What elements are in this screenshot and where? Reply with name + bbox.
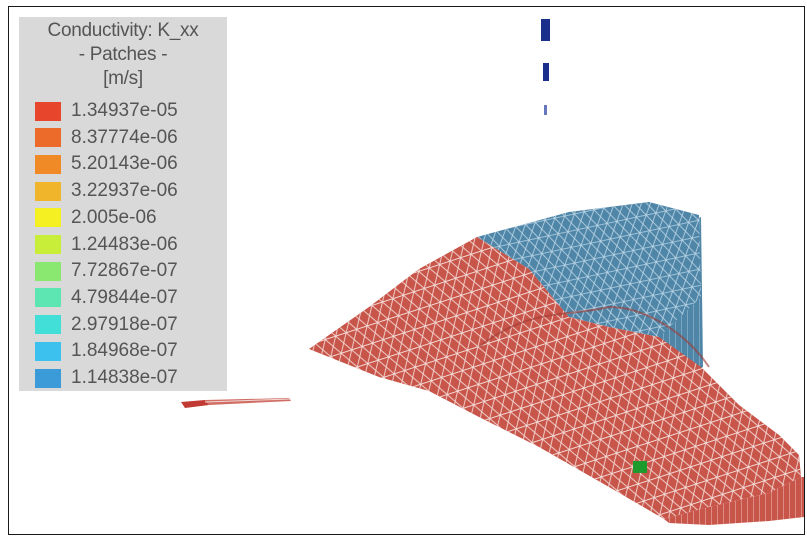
- legend-swatch: [35, 101, 61, 121]
- legend-value-label: 5.20143e-06: [71, 153, 178, 175]
- legend-units: [m/s]: [103, 68, 143, 89]
- color-legend: Conductivity: K_xx - Patches - [m/s] 1.3…: [19, 17, 227, 391]
- legend-value-label: 2.97918e-07: [71, 313, 178, 335]
- red-patch-surface[interactable]: [309, 237, 801, 519]
- legend-swatch: [35, 288, 61, 308]
- green-probe-marker[interactable]: [633, 461, 647, 473]
- legend-value-label: 3.22937e-06: [71, 180, 178, 202]
- legend-swatch: [35, 368, 61, 388]
- legend-swatch: [35, 235, 61, 254]
- legend-entry: 7.72867e-07: [35, 258, 178, 284]
- legend-subtitle: - Patches -: [78, 44, 168, 65]
- legend-swatch: [35, 154, 61, 174]
- legend-swatch: [35, 181, 61, 201]
- legend-entry: 1.84968e-07: [35, 338, 178, 364]
- 3d-viewport[interactable]: Conductivity: K_xx - Patches - [m/s] 1.3…: [9, 7, 804, 534]
- legend-entry: 1.14838e-07: [35, 365, 178, 391]
- legend-entry: 1.34937e-05: [35, 98, 178, 124]
- left-red-sliver[interactable]: [181, 398, 292, 408]
- legend-swatch: [35, 128, 61, 148]
- legend-value-label: 7.72867e-07: [71, 260, 178, 282]
- mesh-scene[interactable]: [9, 7, 804, 534]
- legend-entry: 2.97918e-07: [35, 312, 178, 338]
- legend-entry: 8.37774e-06: [35, 125, 178, 151]
- legend-value-label: 4.79844e-07: [71, 286, 178, 308]
- legend-swatch: [35, 315, 61, 335]
- render-frame: Conductivity: K_xx - Patches - [m/s] 1.3…: [8, 6, 805, 535]
- legend-swatch: [35, 341, 61, 361]
- legend-entry: 5.20143e-06: [35, 151, 178, 177]
- legend-swatch: [35, 261, 61, 281]
- red-front-wall[interactable]: [664, 477, 804, 525]
- blue-patch-surface[interactable]: [477, 202, 701, 337]
- top-probe-marker[interactable]: [541, 19, 550, 115]
- legend-entry: 4.79844e-07: [35, 285, 178, 311]
- legend-value-label: 8.37774e-06: [71, 126, 178, 148]
- legend-entry: 3.22937e-06: [35, 178, 178, 204]
- legend-entry: 1.24483e-06: [35, 232, 178, 258]
- legend-value-label: 1.14838e-07: [71, 367, 178, 388]
- legend-value-label: 1.24483e-06: [71, 233, 178, 255]
- legend-value-label: 2.005e-06: [71, 206, 157, 228]
- legend-swatch: [35, 208, 61, 228]
- legend-entry: 2.005e-06: [35, 205, 157, 231]
- legend-value-label: 1.34937e-05: [71, 100, 178, 121]
- legend-value-label: 1.84968e-07: [71, 340, 178, 362]
- legend-title: Conductivity: K_xx: [47, 20, 199, 41]
